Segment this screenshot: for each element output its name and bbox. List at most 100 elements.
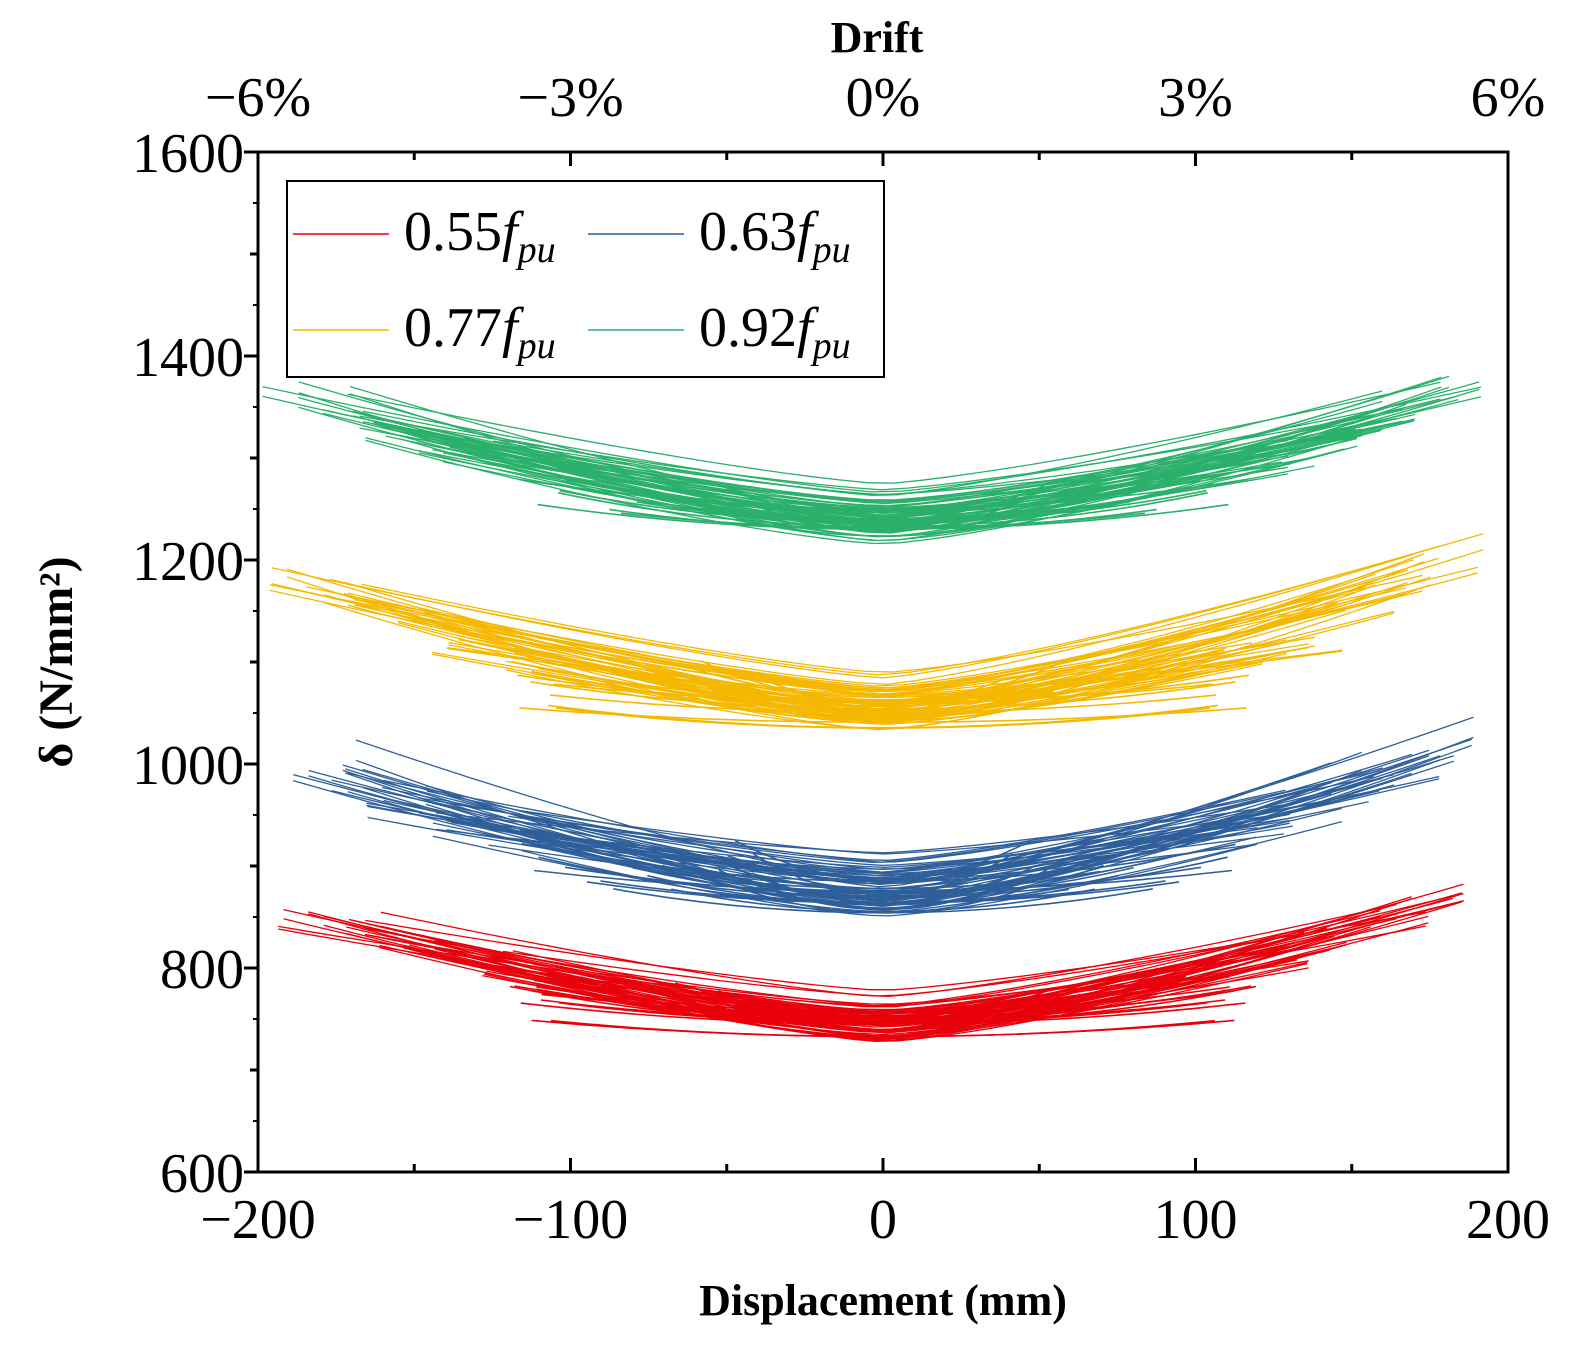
series-3-core (565, 479, 1201, 514)
series-1-core (727, 854, 1039, 885)
legend-box (286, 180, 885, 378)
series-0-core (660, 989, 1106, 1015)
series-1-core (534, 869, 1232, 892)
y-tick-label: 800 (160, 939, 244, 1001)
series-3-core (636, 501, 1130, 523)
series-3-loop (362, 390, 1383, 497)
series-2 (269, 533, 1484, 731)
series-1-loop (488, 810, 1240, 873)
series-1-loop (293, 744, 1472, 908)
series-2-core (556, 707, 1210, 729)
top-tick-label: 6% (1471, 67, 1546, 129)
series-0 (278, 883, 1464, 1043)
series-3-loop (493, 440, 1292, 496)
series-0-core (540, 999, 1226, 1022)
top-tick-label: 0% (846, 67, 921, 129)
series-1-core (751, 872, 1015, 904)
series-0-core (558, 1002, 1208, 1024)
series-0-loop (502, 945, 1292, 1007)
series-2-core (700, 660, 1066, 703)
series-1-core (671, 888, 1095, 913)
series-2-core (692, 668, 1074, 699)
y-tick-label: 600 (160, 1143, 244, 1205)
legend-label-0: 0.55fpu (404, 201, 556, 271)
legend-label-3: 0.92fpu (699, 297, 851, 367)
ticks: −200 −100 0 100 200 −6% −3% 0% 3% 6% 600 800 1000 120… (132, 67, 1550, 1251)
series-3-core (678, 500, 1088, 521)
series-0-loop (380, 903, 1397, 998)
series-0-core (667, 990, 1099, 1020)
y-tick-label: 1400 (132, 327, 244, 389)
series-2-core (530, 681, 1236, 710)
y-tick-label: 1600 (132, 123, 244, 185)
series-0-core (509, 985, 1257, 1025)
series-3-loop (359, 408, 1404, 491)
series-1-loop (508, 815, 1258, 867)
y-tick-label: 1200 (132, 531, 244, 593)
series-1-core (729, 864, 1037, 903)
series-0-core (550, 1019, 1216, 1038)
series-2-core (757, 676, 1009, 704)
series-0-loop (502, 935, 1292, 997)
legend: 0.55fpu 0.63fpu 0.77fpu 0.92fpu (286, 180, 885, 378)
legend-label-1: 0.63fpu (699, 201, 851, 271)
series-1 (293, 716, 1474, 917)
series-3-core (686, 501, 1080, 520)
x-tick-label: −200 (200, 1189, 316, 1251)
series-1-core (734, 839, 1032, 881)
series-3-core (558, 492, 1208, 528)
series-2-core (684, 675, 1082, 715)
legend-label-2: 0.77fpu (404, 297, 556, 367)
series-3-core (517, 478, 1249, 510)
series-1-core (538, 856, 1228, 899)
series-2-loop (413, 591, 1354, 692)
series-1-core (644, 853, 1122, 897)
series-1-loop (520, 809, 1285, 855)
series-1-core (665, 870, 1101, 890)
series-3-core (535, 472, 1231, 512)
series-0-core (685, 988, 1081, 1018)
x-tick-label: 200 (1466, 1189, 1550, 1251)
series-1-loop (432, 807, 1342, 900)
series-3 (262, 375, 1482, 545)
series-2-loop (531, 663, 1263, 725)
series-1-core (685, 868, 1081, 895)
series-3-loop (463, 428, 1362, 503)
top-tick-label: 3% (1158, 67, 1233, 129)
y-tick-label: 1000 (132, 735, 244, 797)
series-2-loop (329, 545, 1439, 679)
series-0-loop (536, 980, 1195, 1036)
series-1-core (582, 853, 1184, 893)
top-tick-label: −3% (517, 67, 623, 129)
series-2-core (692, 680, 1074, 721)
series-2-loop (361, 574, 1423, 673)
series-3-core (581, 471, 1185, 511)
curves (262, 375, 1484, 1043)
series-0-loop (365, 911, 1427, 991)
series-0-core (536, 986, 1230, 1014)
series-2-loop (535, 636, 1253, 691)
x-tick-label: 0 (869, 1189, 897, 1251)
y-axis-title: δ (N/mm²) (30, 556, 83, 767)
series-3-loop (445, 439, 1283, 505)
series-1-core (530, 843, 1236, 882)
x-tick-label: 100 (1154, 1189, 1238, 1251)
series-1-core (662, 864, 1104, 906)
x-tick-label: −100 (513, 1189, 629, 1251)
series-1-loop (435, 819, 1290, 870)
series-3-core (720, 513, 1046, 537)
series-3-loop (365, 428, 1383, 545)
top-tick-label: −6% (205, 67, 311, 129)
series-3-loop (382, 421, 1397, 507)
series-3-core (620, 512, 1146, 529)
top-axis-title: Drift (831, 13, 924, 62)
series-1-loop (450, 789, 1286, 861)
series-1-core (718, 869, 1048, 909)
series-3-core (537, 503, 1229, 531)
series-1-core (613, 888, 1153, 914)
x-axis-title: Displacement (mm) (699, 1276, 1067, 1325)
series-3-core (742, 499, 1024, 532)
series-2-core (612, 666, 1154, 701)
series-2-core (537, 667, 1229, 702)
